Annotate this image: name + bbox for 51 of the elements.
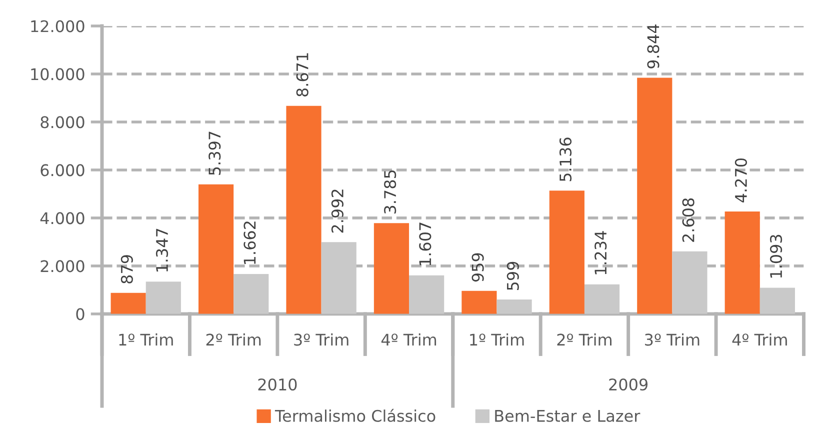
y-tick-label: 0 <box>76 308 84 320</box>
bar <box>286 106 322 314</box>
text: 2010 <box>258 378 297 391</box>
data-label: 959 <box>472 253 484 282</box>
data-label: 1.093 <box>770 234 782 278</box>
y-tick-label: 4.000 <box>40 212 84 224</box>
legend-label: Bem-Estar e Lazer <box>495 410 640 422</box>
bar <box>549 190 584 314</box>
data-label: 3.785 <box>384 170 396 214</box>
bar <box>724 211 760 314</box>
bar <box>198 184 234 314</box>
bar <box>637 78 672 314</box>
x-tick-label: 4º Trim <box>732 333 787 346</box>
bar <box>374 223 410 314</box>
bar <box>760 288 795 314</box>
legend-label: Termalismo Clássico <box>274 408 436 422</box>
bar <box>462 290 497 314</box>
text: 2009 <box>609 378 648 391</box>
x-tick-label: 2º Trim <box>557 333 612 346</box>
data-label: 1.607 <box>419 222 432 266</box>
y-tick-label: 2.000 <box>40 260 84 272</box>
data-label: 2.608 <box>682 198 694 242</box>
bar <box>409 275 444 314</box>
data-label: 8.671 <box>296 53 308 96</box>
data-label: 1.347 <box>156 228 168 272</box>
x-tick-label: 3º Trim <box>645 333 700 346</box>
data-label: 879 <box>120 255 133 284</box>
bar <box>321 242 356 314</box>
x-tick-label: 2º Trim <box>206 333 261 346</box>
bar <box>234 274 269 314</box>
data-label: 4.270 <box>734 158 747 202</box>
x-tick-label: 4º Trim <box>381 333 436 346</box>
x-tick-label: 1º Trim <box>470 333 524 346</box>
x-tick-label: 3º Trim <box>294 333 348 346</box>
data-label: 1.662 <box>244 222 256 264</box>
bar <box>146 282 181 314</box>
data-label: 599 <box>506 262 519 290</box>
y-tick-label: 10.000 <box>31 68 84 80</box>
bar <box>110 292 146 314</box>
data-label: 5.397 <box>208 132 221 175</box>
bar <box>672 251 708 314</box>
data-label: 2.992 <box>331 190 344 233</box>
bar <box>584 284 620 314</box>
y-tick-label: 8.000 <box>40 116 84 128</box>
data-label: 9.844 <box>647 24 660 68</box>
data-label: 5.136 <box>559 138 572 182</box>
x-tick-label: 1º Trim <box>119 333 173 346</box>
y-tick-label: 6.000 <box>40 164 84 176</box>
y-tick-label: 12.000 <box>31 20 84 32</box>
data-label: 1.234 <box>594 231 607 274</box>
bar <box>496 300 532 314</box>
